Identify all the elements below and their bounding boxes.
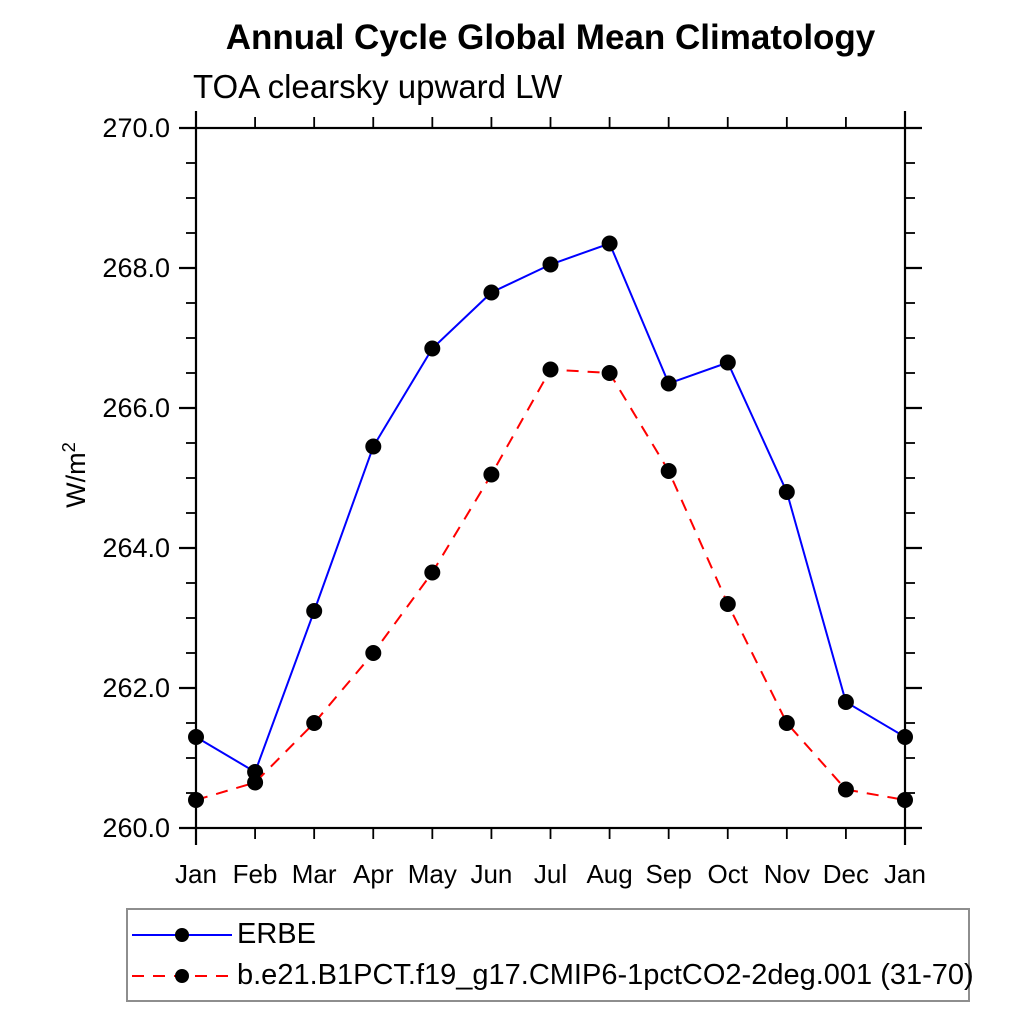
data-point-marker-1 (424, 564, 441, 581)
x-tick-label: Feb (233, 859, 278, 889)
legend-swatch-0 (132, 927, 232, 942)
chart-subtitle: TOA clearsky upward LW (193, 68, 563, 105)
x-tick-label: Nov (764, 859, 810, 889)
data-point-marker-0 (483, 284, 500, 301)
data-point-marker-1 (483, 466, 500, 483)
legend-label-model: b.e21.B1PCT.f19_g17.CMIP6-1pctCO2-2deg.0… (237, 959, 974, 991)
legend-item-model: b.e21.B1PCT.f19_g17.CMIP6-1pctCO2-2deg.0… (130, 955, 974, 996)
chart-title: Annual Cycle Global Mean Climatology (225, 18, 876, 57)
y-tick-label: 268.0 (102, 253, 170, 283)
legend-swatch-1 (132, 968, 232, 983)
y-tick-label: 264.0 (102, 533, 170, 563)
x-tick-label: Jan (175, 859, 217, 889)
x-tick-label: Sep (646, 859, 692, 889)
y-tick-label: 260.0 (102, 813, 170, 843)
data-point-marker-1 (542, 361, 559, 378)
data-point-marker-1 (601, 365, 618, 381)
y-tick-label: 266.0 (102, 393, 170, 423)
data-point-marker-1 (719, 596, 736, 612)
plot-frame (194, 126, 907, 830)
legend-marker-1 (175, 968, 189, 983)
legend-item-erbe: ERBE (130, 914, 968, 955)
series-line-1 (195, 368, 906, 801)
legend-label-erbe: ERBE (237, 918, 316, 950)
data-point-marker-0 (542, 256, 559, 273)
data-point-marker-1 (660, 463, 677, 479)
data-point-marker-1 (188, 792, 204, 808)
x-tick-label: Dec (823, 859, 869, 889)
legend-box: ERBE b.e21.B1PCT.f19_g17.CMIP6-1pctCO2-2… (126, 908, 974, 1002)
y-tick-label: 270.0 (102, 113, 170, 143)
series-line-0 (195, 242, 906, 774)
data-point-marker-0 (837, 694, 854, 710)
data-point-marker-0 (719, 354, 736, 371)
data-point-marker-0 (778, 484, 795, 500)
x-tick-label: Apr (353, 859, 394, 889)
data-point-marker-1 (897, 792, 913, 808)
data-point-marker-0 (897, 729, 913, 745)
data-point-marker-1 (837, 781, 854, 798)
data-point-marker-0 (660, 375, 677, 392)
data-point-marker-0 (306, 603, 323, 619)
x-tick-label: May (408, 859, 457, 889)
x-tick-label: Jan (884, 859, 926, 889)
x-tick-label: Mar (292, 859, 337, 889)
x-tick-label: Jun (470, 859, 512, 889)
data-point-marker-0 (601, 235, 618, 252)
x-tick-label: Oct (708, 859, 749, 889)
x-tick-label: Jul (534, 859, 567, 889)
data-point-marker-0 (365, 438, 382, 455)
data-point-marker-1 (247, 774, 264, 791)
data-point-marker-1 (365, 645, 382, 661)
x-tick-label: Aug (586, 859, 632, 889)
data-point-marker-0 (188, 729, 204, 745)
legend-marker-0 (175, 927, 189, 942)
y-tick-label: 262.0 (102, 673, 170, 703)
data-point-marker-1 (306, 715, 323, 731)
data-point-marker-1 (778, 715, 795, 731)
data-point-marker-0 (424, 340, 441, 357)
